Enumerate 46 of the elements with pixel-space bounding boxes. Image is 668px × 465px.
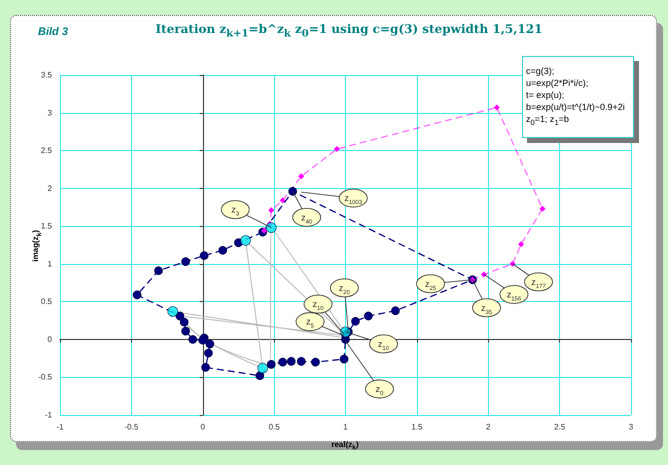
x-tick-label: 2.5 [554, 422, 566, 432]
text: Bild 3 [38, 26, 68, 38]
y-tick-label: 3.5 [40, 70, 53, 80]
annotation: t= exp(u); [526, 89, 566, 101]
y-tick-label: 0 [48, 334, 53, 344]
annotation: z$_{5}$ [306, 316, 315, 330]
annotation: z$_{20}$ [338, 282, 351, 296]
speech-bubble: z$_{20}$ [330, 278, 359, 332]
annotation: z$_{35}$ [480, 302, 493, 316]
y-tick-label: 1.5 [40, 222, 53, 231]
annotation: z$_{40}$ [301, 212, 313, 226]
annotation: z$_{25}$ [424, 278, 437, 292]
annotation: c=g(3); [526, 65, 556, 77]
chart-title: Iteration z$_{k+1}$=b^z$_{k}$ z$_{0}$=1 using c=g(3) stepwidth 1,5,121 [156, 22, 542, 40]
x-tick-label: -1 [56, 422, 64, 432]
speech-bubble: z$_{177}$ [512, 264, 553, 292]
y-tick-label: 2.5 [40, 146, 53, 156]
annotation: b=exp(u/t)=t^(1/t)~0.9+2i [526, 101, 626, 113]
annotation: z$_{177}$ [531, 276, 546, 290]
x-tick-label: -0.5 [124, 422, 139, 432]
annotation: z$_{156}$ [506, 289, 522, 302]
x-tick-label: 1 [343, 422, 348, 432]
annotation: z$_{3}$ [231, 204, 240, 218]
speech-bubble: z$_{5}$ [296, 312, 344, 336]
annotation: z$_{10}$ [312, 299, 324, 312]
x-axis-title: real(z$_{k}$) [330, 440, 360, 452]
x-tick-label: 2 [486, 422, 492, 432]
x-tick-label: 3 [628, 422, 634, 432]
y-tick-label: 0.5 [40, 297, 53, 306]
annotation: u=exp(2*Pi*i/c); [526, 77, 590, 89]
annotation: z$_{10}$ [378, 338, 390, 352]
speech-bubble: z$_{3}$ [220, 200, 272, 228]
y-tick-label: -0.5 [38, 372, 53, 382]
y-tick-label: 2 [48, 184, 53, 193]
x-tick-label: 0.5 [268, 422, 280, 432]
speech-bubble: z$_{156}$ [484, 274, 528, 304]
speech-bubble: z$_{1003}$ [300, 188, 368, 208]
x-tick-label: 0 [200, 422, 206, 432]
annotation: z$_{0}$=1; z$_{1}$=b [526, 113, 570, 129]
x-tick-label: 1.5 [411, 422, 423, 432]
y-tick-label: -1 [44, 410, 53, 420]
y-tick-label: 1 [48, 259, 53, 268]
y-tick-label: 3 [48, 108, 53, 118]
annotation: z$_{1003}$ [344, 193, 363, 206]
speech-bubble: z$_{10}$ [345, 332, 398, 354]
annotation: z$_{0}$ [376, 384, 384, 397]
